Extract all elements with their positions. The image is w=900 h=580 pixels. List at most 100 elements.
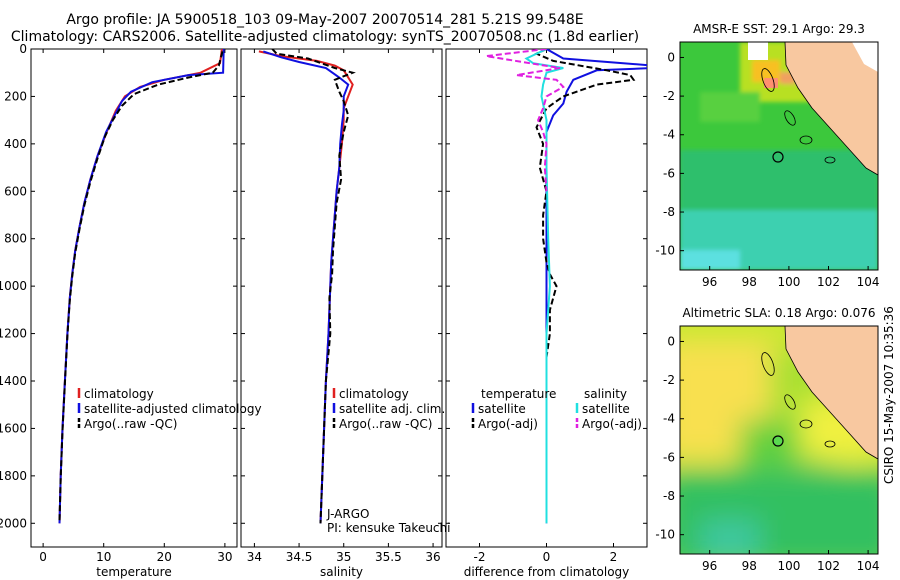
x-tick-label: 10	[96, 550, 111, 564]
y-tick-label: -10	[655, 528, 675, 542]
x-tick-label: 104	[857, 275, 880, 289]
x-tick-label: 20	[157, 550, 172, 564]
x-tick-label: 35	[336, 550, 351, 564]
legend-label: climatology	[84, 387, 154, 401]
series-line	[58, 49, 223, 524]
y-tick-label: -6	[663, 166, 675, 180]
series-line	[258, 50, 354, 524]
legend-label: satellite	[478, 402, 526, 416]
x-tick-label: 0	[39, 550, 47, 564]
sla-land	[784, 326, 878, 460]
x-tick-label: 104	[857, 559, 880, 573]
legend-label: Argo(..raw -QC)	[84, 417, 177, 431]
y-tick-label: -4	[663, 412, 675, 426]
series-line	[524, 49, 564, 524]
series-group	[258, 49, 356, 524]
profile-panel-frame	[30, 48, 238, 548]
legend: temperaturesatelliteArgo(-adj)salinitysa…	[471, 387, 642, 431]
series-line	[534, 49, 636, 521]
annotation-text: J-ARGO	[326, 507, 369, 521]
side-timestamp-label: CSIRO 15-May-2007 10:35:36	[882, 306, 896, 484]
x-tick-label: 0	[543, 550, 551, 564]
x-axis-label: difference from climatology	[464, 565, 630, 579]
x-tick-label: 36	[425, 550, 440, 564]
sla-map-axes: Altimetric SLA: 0.18 Argo: 0.076 96 98 100 1…	[655, 306, 879, 573]
x-axis-label: temperature	[96, 565, 171, 579]
profile-panel-frame	[240, 48, 443, 548]
legend-label: Argo(-adj)	[478, 417, 538, 431]
series-line	[262, 50, 350, 524]
sst-map-axes: AMSR-E SST: 29.1 Argo: 29.3 96 98 100 102 104…	[655, 22, 879, 289]
y-tick-label: 600	[4, 184, 27, 198]
map-title: AMSR-E SST: 29.1 Argo: 29.3	[693, 22, 865, 36]
y-tick-label: -2	[663, 89, 675, 103]
y-tick-label: 800	[4, 232, 27, 246]
x-tick-label: 35.5	[375, 550, 402, 564]
sla-islands	[761, 352, 836, 448]
y-tick-label: 0	[667, 334, 675, 348]
x-tick-label: 34	[247, 550, 262, 564]
series-line	[271, 49, 356, 524]
x-tick-label: 96	[702, 559, 717, 573]
x-tick-label: 102	[817, 275, 840, 289]
legend-label: temperature	[481, 387, 556, 401]
map-title: Altimetric SLA: 0.18 Argo: 0.076	[682, 306, 875, 320]
y-tick-label: 400	[4, 137, 27, 151]
sst-argo-marker	[772, 151, 784, 163]
profile-panel-1: 0 200 400 600 800 1000 1200 1400 1600 1800 2000 0 10…	[0, 42, 262, 579]
x-tick-label: 102	[817, 559, 840, 573]
legend-label: satellite	[582, 402, 630, 416]
legend-label: satellite-adjusted climatology	[84, 402, 262, 416]
legend-label: Argo(-adj)	[582, 417, 642, 431]
series-line	[58, 49, 225, 524]
x-tick-label: 98	[742, 559, 757, 573]
sst-islands	[761, 68, 836, 164]
series-group	[58, 49, 225, 524]
sst-map-panel	[679, 41, 879, 271]
series-group	[486, 49, 647, 524]
legend-label: salinity	[584, 387, 627, 401]
sla-argo-marker	[772, 435, 784, 447]
sla-map-frame	[679, 325, 879, 555]
annotation-text: PI: kensuke Takeuchi	[327, 521, 450, 535]
x-tick-label: 30	[217, 550, 232, 564]
sst-land	[784, 42, 878, 176]
figure-title-line2: Climatology: CARS2006. Satellite-adjuste…	[10, 29, 640, 45]
y-tick-label: -10	[655, 244, 675, 258]
y-tick-label: 200	[4, 89, 27, 103]
x-tick-label: 100	[777, 559, 800, 573]
legend-label: Argo(..raw -QC)	[339, 417, 432, 431]
y-tick-label: 1200	[0, 327, 27, 341]
y-tick-label: 1600	[0, 421, 27, 435]
x-tick-label: 2	[610, 550, 618, 564]
legend-label: satellite adj. clim.	[339, 402, 445, 416]
x-axis-label: salinity	[320, 565, 363, 579]
y-tick-label: 0	[19, 42, 27, 56]
x-tick-label: -2	[474, 550, 486, 564]
sla-map-panel	[679, 325, 879, 555]
sst-map-frame	[679, 41, 879, 271]
y-tick-label: -2	[663, 373, 675, 387]
x-tick-label: 98	[742, 275, 757, 289]
y-tick-label: -6	[663, 450, 675, 464]
x-tick-label: 34.5	[286, 550, 313, 564]
y-tick-label: 1400	[0, 374, 27, 388]
y-tick-label: -4	[663, 128, 675, 142]
y-tick-label: 2000	[0, 516, 27, 530]
y-tick-label: 1800	[0, 469, 27, 483]
series-line	[58, 51, 224, 521]
series-line	[545, 49, 647, 524]
legend-label: climatology	[339, 387, 409, 401]
y-tick-label: 0	[667, 50, 675, 64]
y-tick-label: -8	[663, 205, 675, 219]
profile-panel-2: 34 34.5 35 35.5 36 salinity climatologysatelli…	[240, 48, 450, 579]
y-tick-label: 1000	[0, 279, 27, 293]
figure-title-line1: Argo profile: JA 5900518_103 09-May-2007…	[66, 12, 584, 28]
series-line	[486, 49, 565, 192]
x-tick-label: 100	[777, 275, 800, 289]
x-tick-label: 96	[702, 275, 717, 289]
